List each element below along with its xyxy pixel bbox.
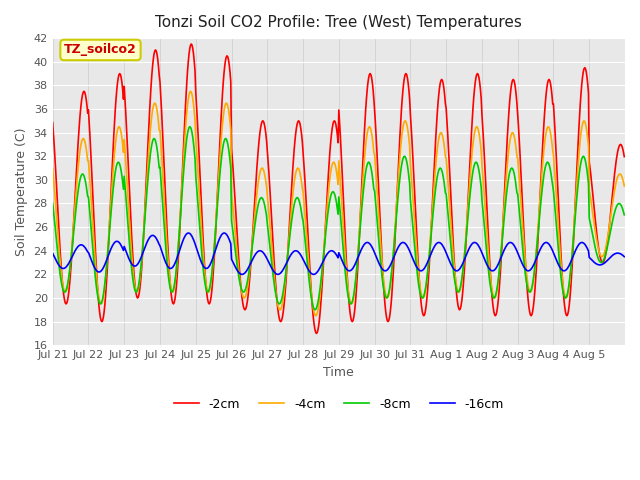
-8cm [49,200,56,206]
Y-axis label: Soil Temperature (C): Soil Temperature (C) [15,127,28,256]
-8cm [250,230,258,236]
-16cm [251,252,259,258]
-4cm [312,313,319,319]
-2cm [312,331,320,336]
-8cm [271,290,279,296]
Title: Tonzi Soil CO2 Profile: Tree (West) Temperatures: Tonzi Soil CO2 Profile: Tree (West) Temp… [156,15,522,30]
-4cm [221,101,229,107]
Line: -8cm: -8cm [52,127,624,310]
-4cm [49,166,56,171]
-8cm [311,307,319,312]
Legend: -2cm, -4cm, -8cm, -16cm: -2cm, -4cm, -8cm, -16cm [169,393,509,416]
-8cm [399,156,407,162]
-16cm [184,230,192,236]
-8cm [186,124,194,130]
-2cm [431,149,439,155]
-2cm [221,57,229,63]
-2cm [271,279,279,285]
-16cm [399,240,407,245]
-4cm [271,286,279,292]
-2cm [250,213,258,218]
-4cm [399,125,407,131]
-4cm [620,183,628,189]
-2cm [188,41,195,47]
-4cm [187,88,195,94]
-16cm [273,271,280,277]
-2cm [49,120,56,125]
-8cm [116,161,124,167]
-16cm [431,243,439,249]
-16cm [116,240,124,246]
Text: TZ_soilco2: TZ_soilco2 [64,44,137,57]
Line: -2cm: -2cm [52,44,624,334]
-2cm [620,154,628,159]
-16cm [238,272,246,277]
-8cm [221,136,229,142]
-16cm [620,254,628,260]
Line: -4cm: -4cm [52,91,624,316]
-4cm [250,222,258,228]
Line: -16cm: -16cm [52,233,624,275]
-4cm [116,124,124,130]
X-axis label: Time: Time [323,366,354,379]
-2cm [116,71,124,76]
-16cm [221,231,229,237]
-16cm [49,251,56,256]
-4cm [431,171,439,177]
-2cm [399,87,407,93]
-8cm [431,191,439,197]
-8cm [620,212,628,218]
